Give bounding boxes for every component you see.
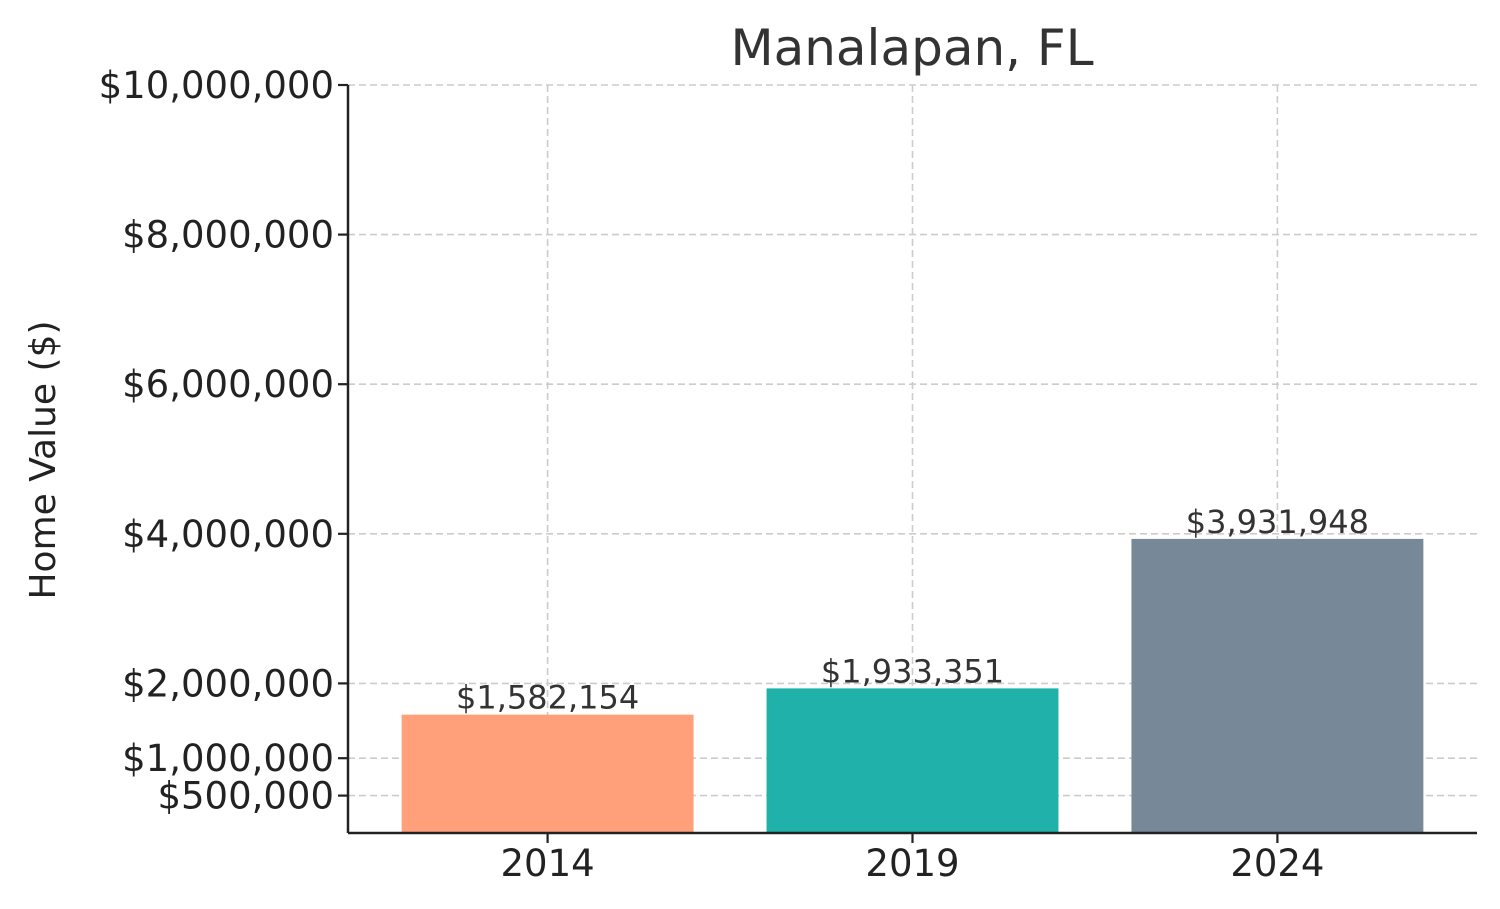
bar-2014 xyxy=(401,714,694,833)
y-tick-label: $1,000,000 xyxy=(122,737,334,780)
y-tick-label: $2,000,000 xyxy=(122,662,334,705)
bar-2024 xyxy=(1131,538,1424,833)
bar-2019 xyxy=(766,688,1059,833)
y-ticks: $500,000$1,000,000 $2,000,000 $4,000,000 $6… xyxy=(99,64,348,818)
data-label-2014: $1,582,154 xyxy=(456,679,639,717)
y-tick-label: $8,000,000 xyxy=(122,214,334,257)
y-tick-label: $10,000,000 xyxy=(99,64,334,107)
x-tick-label: 2024 xyxy=(1230,842,1324,885)
x-tick-label: 2019 xyxy=(865,842,959,885)
y-tick-label: $4,000,000 xyxy=(122,513,334,556)
y-tick-label: $500,000 xyxy=(157,775,334,818)
data-label-2019: $1,933,351 xyxy=(821,652,1004,690)
x-ticks: 2014 2019 2024 xyxy=(501,833,1324,885)
y-tick-label: $6,000,000 xyxy=(122,363,334,406)
chart-title: Manalapan, FL xyxy=(730,19,1093,77)
bars xyxy=(401,538,1424,833)
data-labels: $1,582,154 $1,933,351 $3,931,948 xyxy=(456,503,1369,717)
data-label-2024: $3,931,948 xyxy=(1186,503,1369,541)
x-tick-label: 2014 xyxy=(501,842,595,885)
y-axis-label: Home Value ($) xyxy=(23,320,64,599)
